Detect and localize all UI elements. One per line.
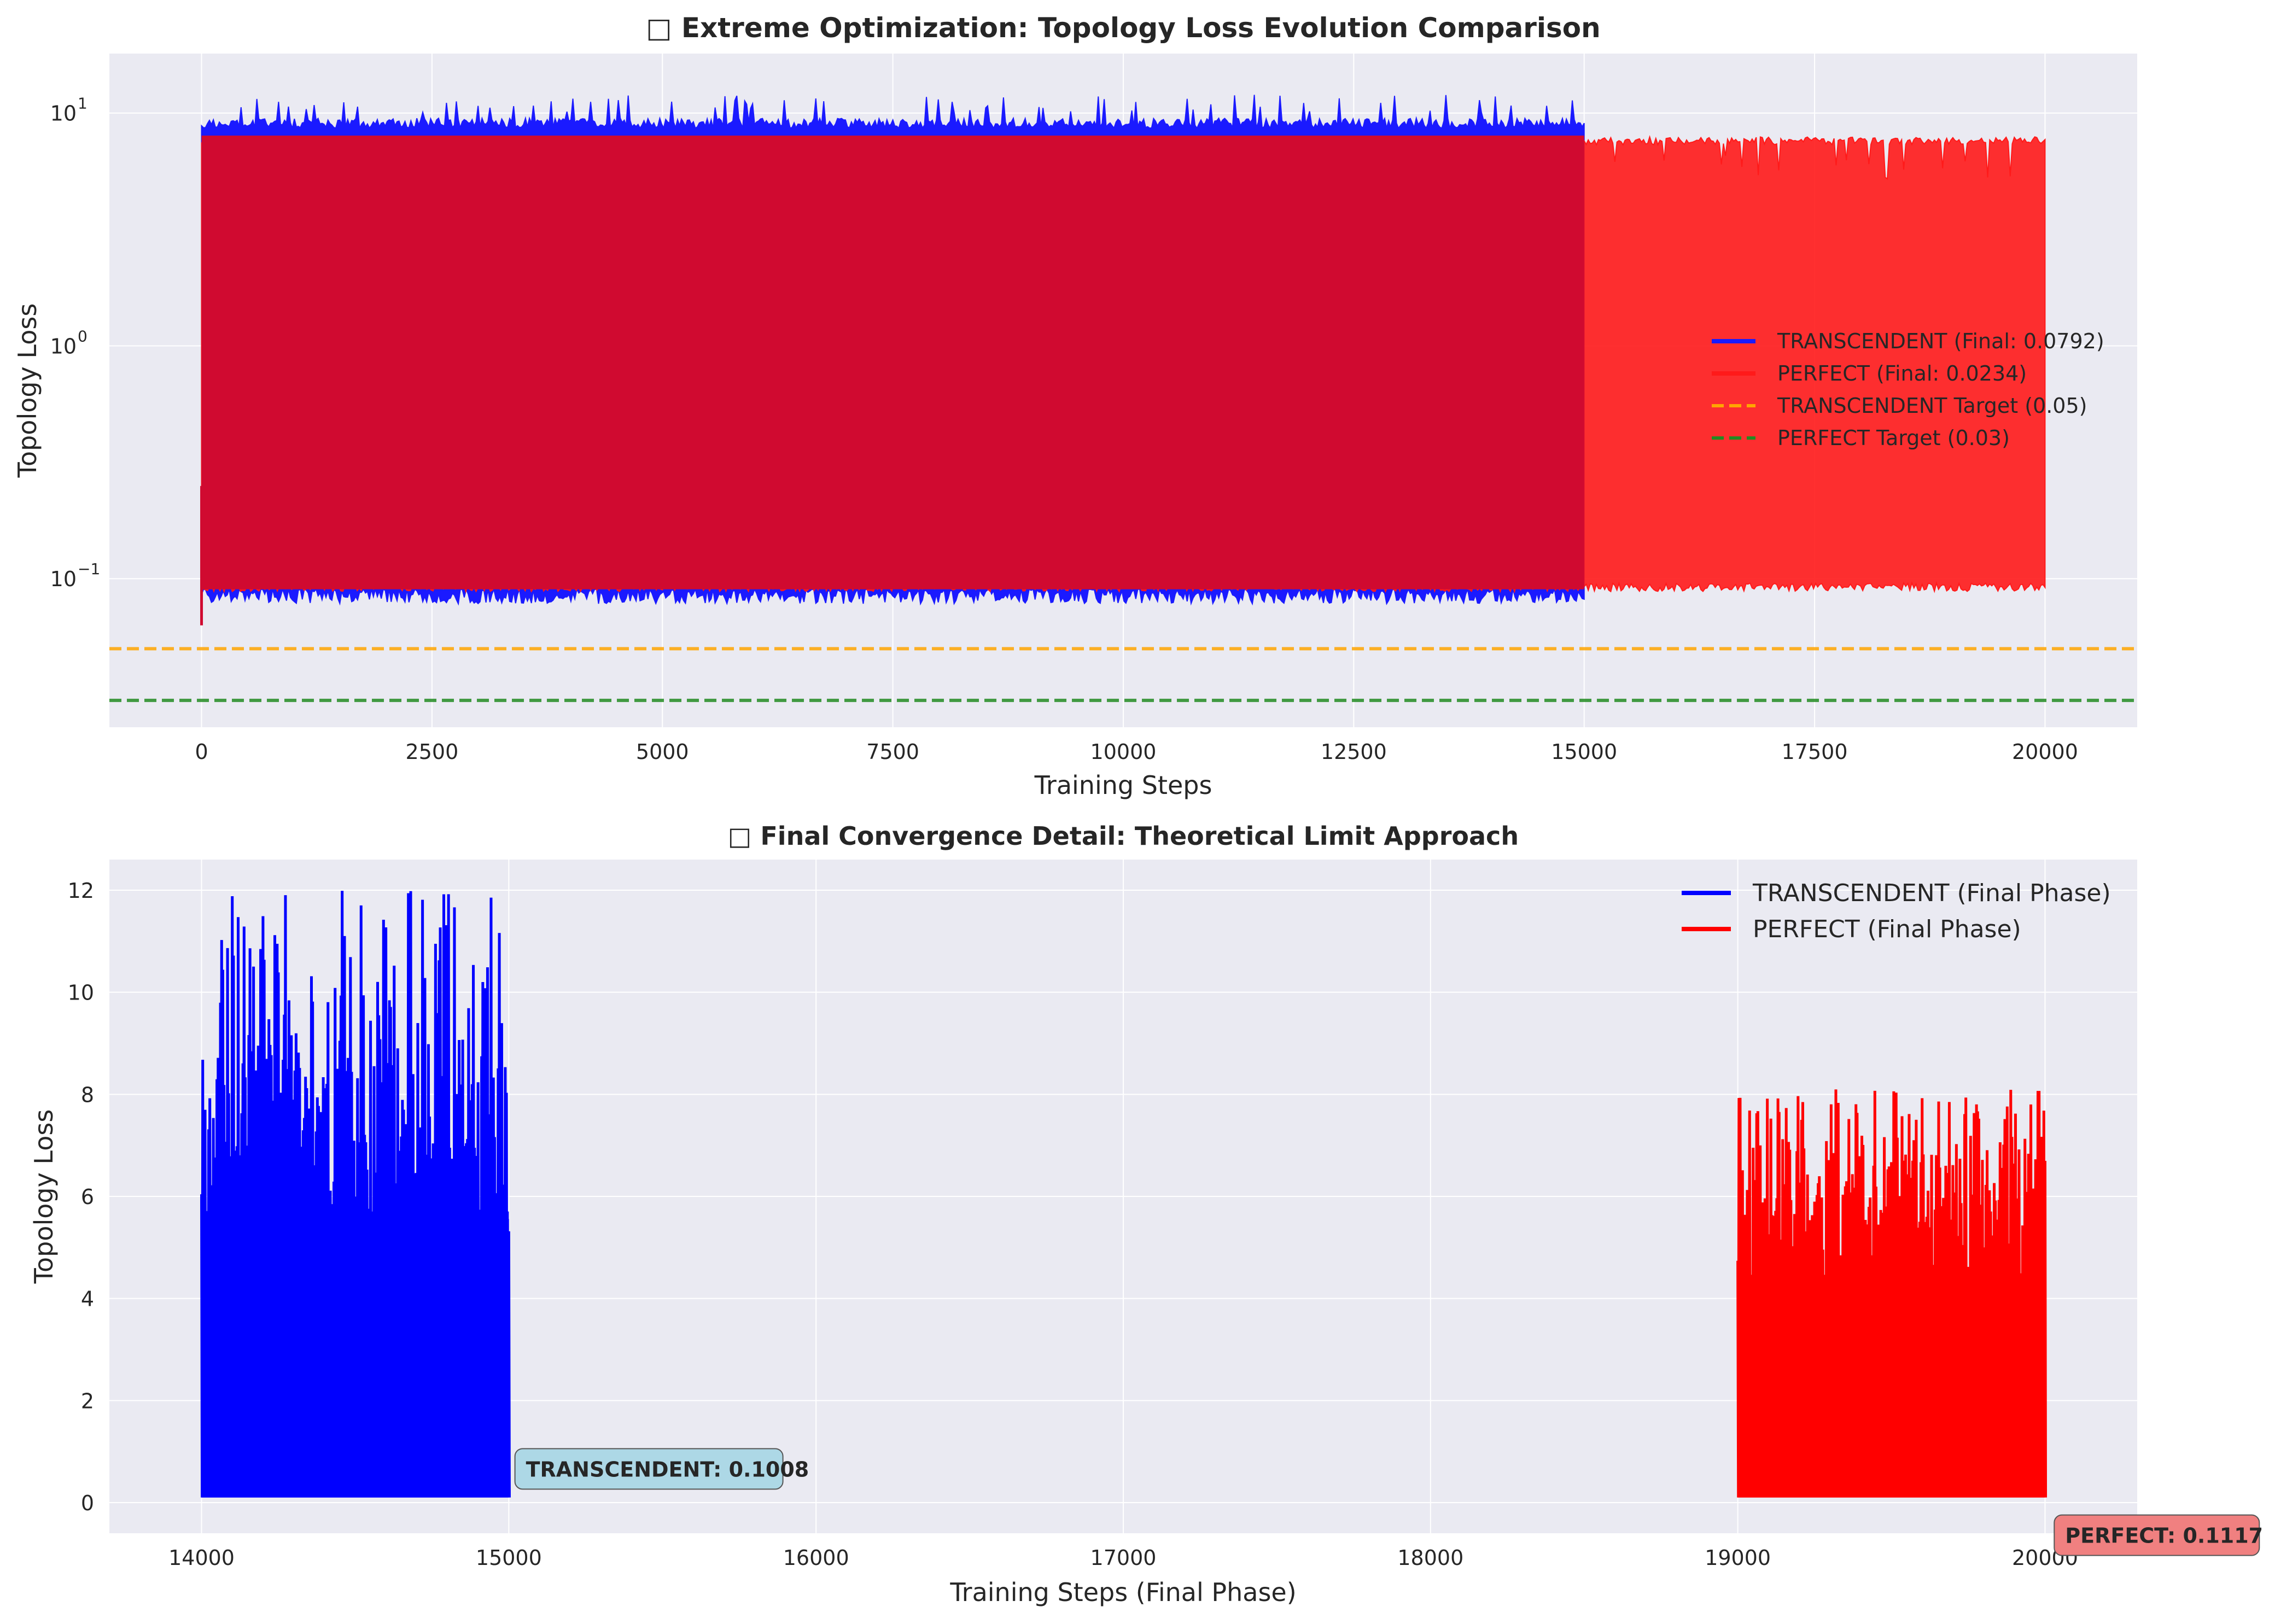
top-y-tick-label: 10 <box>50 102 77 126</box>
bottom-legend: TRANSCENDENT (Final Phase) PERFECT (Fina… <box>1682 879 2111 943</box>
top-x-tick-label: 7500 <box>866 740 919 764</box>
bottom-x-tick-labels: 14000 15000 16000 17000 18000 19000 20000 <box>168 1546 2078 1570</box>
top-y-axis-label: Topology Loss <box>13 303 42 478</box>
bottom-y-tick-label: 0 <box>81 1491 94 1515</box>
top-x-tick-label: 15000 <box>1551 740 1617 764</box>
annotation-box <box>514 1448 784 1490</box>
top-y-tick-label: 10 <box>50 567 77 591</box>
top-y-tick-exponent: 0 <box>78 327 88 345</box>
bottom-panel: 14000 15000 16000 17000 18000 19000 20000 0246… <box>29 821 2263 1607</box>
top-x-axis-label: Training Steps <box>1034 770 1212 800</box>
bottom-x-tick-label: 18000 <box>1397 1546 1463 1570</box>
top-x-tick-label: 20000 <box>2012 740 2078 764</box>
legend-label-perfect-final: PERFECT (Final Phase) <box>1753 915 2021 943</box>
top-x-tick-label: 5000 <box>636 740 689 764</box>
top-panel: 0 2500 5000 7500 10000 12500 15000 17500 20000 1… <box>13 12 2137 800</box>
top-y-tick-label: 10 <box>50 334 77 358</box>
bottom-annotations: TRANSCENDENT: 0.1008 PERFECT: 0.1117 <box>514 1448 2263 1556</box>
bottom-x-tick-label: 16000 <box>783 1546 849 1570</box>
bottom-y-tick-label: 6 <box>81 1185 94 1209</box>
legend-label-transcendent-target: TRANSCENDENT Target (0.05) <box>1777 394 2087 418</box>
top-x-tick-label: 2500 <box>406 740 459 764</box>
bottom-y-tick-label: 8 <box>81 1083 94 1107</box>
bottom-y-tick-label: 2 <box>81 1389 94 1413</box>
bottom-chart-title: □ Final Convergence Detail: Theoretical … <box>728 821 1519 851</box>
top-y-tick-exponent: 1 <box>78 95 88 113</box>
bottom-x-tick-label: 17000 <box>1090 1546 1157 1570</box>
top-chart-title: □ Extreme Optimization: Topology Loss Ev… <box>646 12 1601 44</box>
bottom-y-axis-label: Topology Loss <box>29 1109 59 1284</box>
annotation-label: PERFECT: 0.1117 <box>2065 1524 2263 1548</box>
bottom-x-tick-label: 15000 <box>476 1546 542 1570</box>
annotation-label: TRANSCENDENT: 0.1008 <box>526 1457 809 1481</box>
top-x-tick-label: 10000 <box>1090 740 1157 764</box>
legend-label-perfect-target: PERFECT Target (0.03) <box>1777 426 2010 450</box>
legend-label-transcendent-final: TRANSCENDENT (Final Phase) <box>1752 879 2111 907</box>
top-legend: TRANSCENDENT (Final: 0.0792) PERFECT (Fi… <box>1712 329 2104 450</box>
top-y-tick-exponent: −1 <box>78 560 100 578</box>
top-x-tick-label: 17500 <box>1782 740 1848 764</box>
bottom-x-tick-label: 19000 <box>1705 1546 1771 1570</box>
series-transcendent-final-line <box>200 891 511 1498</box>
legend-label-perfect: PERFECT (Final: 0.0234) <box>1777 361 2027 385</box>
bottom-y-tick-label: 10 <box>68 981 94 1005</box>
bottom-y-tick-labels: 0 2 4 6 8 10 12 <box>68 879 94 1515</box>
top-x-tick-label: 12500 <box>1321 740 1387 764</box>
series-overlap-area <box>201 135 1584 589</box>
top-x-tick-labels: 0 2500 5000 7500 10000 12500 15000 17500 20000 <box>195 740 2078 764</box>
top-target-lines <box>109 647 2137 702</box>
bottom-y-tick-label: 4 <box>81 1287 94 1311</box>
annotation-box <box>2054 1514 2260 1556</box>
bottom-y-tick-label: 12 <box>68 879 94 903</box>
legend-label-transcendent: TRANSCENDENT (Final: 0.0792) <box>1777 329 2104 353</box>
bottom-x-axis-label: Training Steps (Final Phase) <box>949 1578 1296 1607</box>
bottom-x-tick-label: 14000 <box>168 1546 235 1570</box>
top-series <box>200 95 2046 626</box>
bottom-series <box>200 891 2048 1498</box>
series-perfect-final-line <box>1736 1089 2048 1498</box>
top-x-tick-label: 0 <box>195 740 208 764</box>
